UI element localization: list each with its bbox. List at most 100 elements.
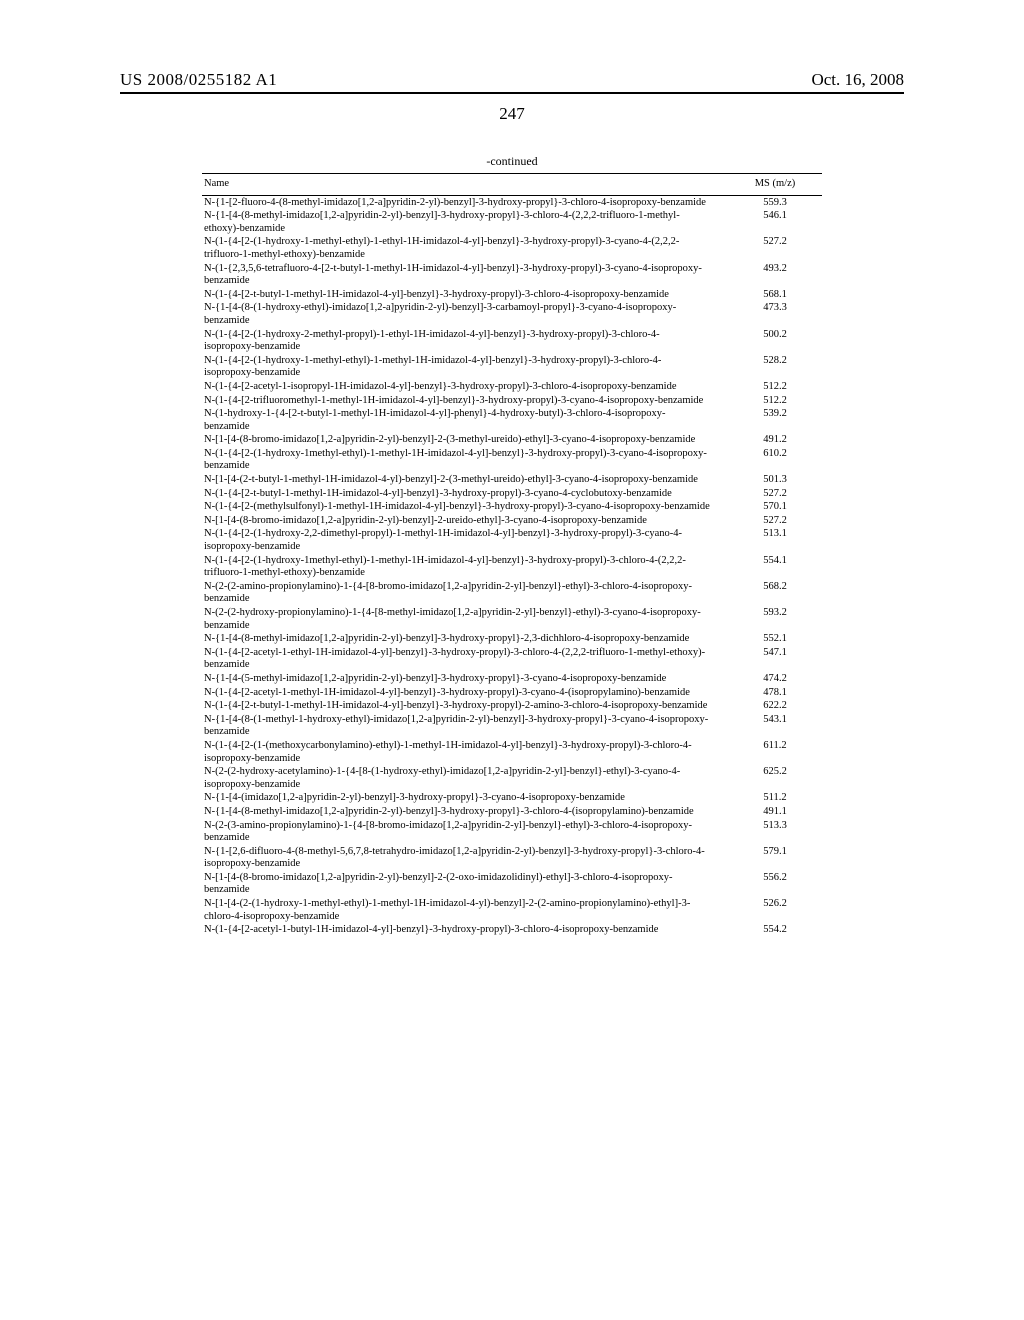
continued-label: -continued xyxy=(120,154,904,169)
compound-table: Name MS (m/z) N-{1-[2-fluoro-4-(8-methyl… xyxy=(202,173,822,937)
table-row: N-[1-[4-(2-t-butyl-1-methyl-1H-imidazol-… xyxy=(202,473,822,487)
compound-name: N-(1-{4-[2-acetyl-1-ethyl-1H-imidazol-4-… xyxy=(202,646,728,672)
compound-name: N-(1-{4-[2-t-butyl-1-methyl-1H-imidazol-… xyxy=(202,487,728,501)
ms-mz-value: 491.2 xyxy=(728,433,822,447)
table-row: N-(1-{4-[2-(1-hydroxy-1methyl-ethyl)-1-m… xyxy=(202,447,822,473)
publication-date: Oct. 16, 2008 xyxy=(811,70,904,90)
table-row: N-(2-(2-amino-propionylamino)-1-{4-[8-br… xyxy=(202,580,822,606)
table-row: N-{1-[4-(8-(1-methyl-1-hydroxy-ethyl)-im… xyxy=(202,713,822,739)
table-row: N-{1-[4-(5-methyl-imidazo[1,2-a]pyridin-… xyxy=(202,672,822,686)
ms-mz-value: 493.2 xyxy=(728,262,822,288)
ms-mz-value: 511.2 xyxy=(728,791,822,805)
compound-name: N-{1-[4-(8-(1-methyl-1-hydroxy-ethyl)-im… xyxy=(202,713,728,739)
ms-mz-value: 528.2 xyxy=(728,354,822,380)
table-row: N-(1-{4-[2-acetyl-1-methyl-1H-imidazol-4… xyxy=(202,686,822,700)
compound-name: N-{1-[4-(8-methyl-imidazo[1,2-a]pyridin-… xyxy=(202,632,728,646)
compound-name: N-(1-{4-[2-(1-hydroxy-2-methyl-propyl)-1… xyxy=(202,328,728,354)
ms-mz-value: 543.1 xyxy=(728,713,822,739)
ms-mz-value: 512.2 xyxy=(728,380,822,394)
table-row: N-(1-{4-[2-(1-hydroxy-2-methyl-propyl)-1… xyxy=(202,328,822,354)
compound-name: N-(1-hydroxy-1-{4-[2-t-butyl-1-methyl-1H… xyxy=(202,407,728,433)
page-number: 247 xyxy=(120,104,904,124)
ms-mz-value: 539.2 xyxy=(728,407,822,433)
table-row: N-{1-[2-fluoro-4-(8-methyl-imidazo[1,2-a… xyxy=(202,195,822,209)
compound-name: N-{1-[4-(8-(1-hydroxy-ethyl)-imidazo[1,2… xyxy=(202,301,728,327)
compound-name: N-(1-{4-[2-(methylsulfonyl)-1-methyl-1H-… xyxy=(202,500,728,514)
table-row: N-(1-{4-[2-acetyl-1-butyl-1H-imidazol-4-… xyxy=(202,923,822,937)
column-header-name: Name xyxy=(202,174,728,196)
compound-name: N-(1-{4-[2-(1-(methoxycarbonylamino)-eth… xyxy=(202,739,728,765)
table-row: N-[1-[4-(8-bromo-imidazo[1,2-a]pyridin-2… xyxy=(202,433,822,447)
ms-mz-value: 554.1 xyxy=(728,554,822,580)
ms-mz-value: 625.2 xyxy=(728,765,822,791)
ms-mz-value: 559.3 xyxy=(728,195,822,209)
table-row: N-{1-[4-(8-methyl-imidazo[1,2-a]pyridin-… xyxy=(202,209,822,235)
table-row: N-(1-{2,3,5,6-tetrafluoro-4-[2-t-butyl-1… xyxy=(202,262,822,288)
ms-mz-value: 568.1 xyxy=(728,288,822,302)
compound-name: N-(1-{4-[2-t-butyl-1-methyl-1H-imidazol-… xyxy=(202,699,728,713)
compound-name: N-[1-[4-(2-t-butyl-1-methyl-1H-imidazol-… xyxy=(202,473,728,487)
ms-mz-value: 527.2 xyxy=(728,514,822,528)
ms-mz-value: 579.1 xyxy=(728,845,822,871)
compound-name: N-(1-{4-[2-(1-hydroxy-2,2-dimethyl-propy… xyxy=(202,527,728,553)
ms-mz-value: 513.1 xyxy=(728,527,822,553)
compound-name: N-{1-[4-(8-methyl-imidazo[1,2-a]pyridin-… xyxy=(202,805,728,819)
publication-number: US 2008/0255182 A1 xyxy=(120,70,277,90)
compound-name: N-(1-{4-[2-t-butyl-1-methyl-1H-imidazol-… xyxy=(202,288,728,302)
compound-name: N-(1-{4-[2-(1-hydroxy-1methyl-ethyl)-1-m… xyxy=(202,554,728,580)
table-row: N-[1-[4-(2-(1-hydroxy-1-methyl-ethyl)-1-… xyxy=(202,897,822,923)
table-row: N-(1-{4-[2-(methylsulfonyl)-1-methyl-1H-… xyxy=(202,500,822,514)
table-row: N-{1-[4-(8-methyl-imidazo[1,2-a]pyridin-… xyxy=(202,632,822,646)
table-row: N-(2-(2-hydroxy-propionylamino)-1-{4-[8-… xyxy=(202,606,822,632)
table-row: N-[1-[4-(8-bromo-imidazo[1,2-a]pyridin-2… xyxy=(202,514,822,528)
table-row: N-{1-[4-(8-(1-hydroxy-ethyl)-imidazo[1,2… xyxy=(202,301,822,327)
ms-mz-value: 611.2 xyxy=(728,739,822,765)
table-row: N-(1-{4-[2-acetyl-1-ethyl-1H-imidazol-4-… xyxy=(202,646,822,672)
table-row: N-(1-{4-[2-(1-hydroxy-1-methyl-ethyl)-1-… xyxy=(202,235,822,261)
compound-name: N-(1-{4-[2-acetyl-1-methyl-1H-imidazol-4… xyxy=(202,686,728,700)
ms-mz-value: 501.3 xyxy=(728,473,822,487)
table-row: N-[1-[4-(8-bromo-imidazo[1,2-a]pyridin-2… xyxy=(202,871,822,897)
ms-mz-value: 556.2 xyxy=(728,871,822,897)
compound-name: N-(2-(2-hydroxy-propionylamino)-1-{4-[8-… xyxy=(202,606,728,632)
ms-mz-value: 547.1 xyxy=(728,646,822,672)
ms-mz-value: 473.3 xyxy=(728,301,822,327)
ms-mz-value: 593.2 xyxy=(728,606,822,632)
compound-name: N-{1-[2-fluoro-4-(8-methyl-imidazo[1,2-a… xyxy=(202,195,728,209)
table-row: N-{1-[4-(8-methyl-imidazo[1,2-a]pyridin-… xyxy=(202,805,822,819)
ms-mz-value: 491.1 xyxy=(728,805,822,819)
ms-mz-value: 570.1 xyxy=(728,500,822,514)
ms-mz-value: 554.2 xyxy=(728,923,822,937)
table-row: N-(1-{4-[2-(1-(methoxycarbonylamino)-eth… xyxy=(202,739,822,765)
table-row: N-(1-{4-[2-trifluoromethyl-1-methyl-1H-i… xyxy=(202,394,822,408)
ms-mz-value: 512.2 xyxy=(728,394,822,408)
table-row: N-(1-{4-[2-t-butyl-1-methyl-1H-imidazol-… xyxy=(202,487,822,501)
compound-name: N-[1-[4-(2-(1-hydroxy-1-methyl-ethyl)-1-… xyxy=(202,897,728,923)
ms-mz-value: 474.2 xyxy=(728,672,822,686)
compound-name: N-{1-[4-(8-methyl-imidazo[1,2-a]pyridin-… xyxy=(202,209,728,235)
compound-name: N-(1-{4-[2-acetyl-1-butyl-1H-imidazol-4-… xyxy=(202,923,728,937)
ms-mz-value: 513.3 xyxy=(728,819,822,845)
table-row: N-(1-{4-[2-(1-hydroxy-1-methyl-ethyl)-1-… xyxy=(202,354,822,380)
table-row: N-{1-[2,6-difluoro-4-(8-methyl-5,6,7,8-t… xyxy=(202,845,822,871)
table-row: N-{1-[4-(imidazo[1,2-a]pyridin-2-yl)-ben… xyxy=(202,791,822,805)
table-row: N-(1-{4-[2-t-butyl-1-methyl-1H-imidazol-… xyxy=(202,288,822,302)
compound-name: N-(1-{4-[2-trifluoromethyl-1-methyl-1H-i… xyxy=(202,394,728,408)
compound-name: N-(1-{2,3,5,6-tetrafluoro-4-[2-t-butyl-1… xyxy=(202,262,728,288)
compound-name: N-(1-{4-[2-acetyl-1-isopropyl-1H-imidazo… xyxy=(202,380,728,394)
ms-mz-value: 568.2 xyxy=(728,580,822,606)
compound-name: N-(2-(2-hydroxy-acetylamino)-1-{4-[8-(1-… xyxy=(202,765,728,791)
ms-mz-value: 622.2 xyxy=(728,699,822,713)
ms-mz-value: 500.2 xyxy=(728,328,822,354)
ms-mz-value: 610.2 xyxy=(728,447,822,473)
ms-mz-value: 478.1 xyxy=(728,686,822,700)
column-header-mz: MS (m/z) xyxy=(728,174,822,196)
page-header: US 2008/0255182 A1 Oct. 16, 2008 xyxy=(120,70,904,94)
table-row: N-(1-{4-[2-(1-hydroxy-1methyl-ethyl)-1-m… xyxy=(202,554,822,580)
compound-name: N-(1-{4-[2-(1-hydroxy-1-methyl-ethyl)-1-… xyxy=(202,354,728,380)
table-row: N-(2-(2-hydroxy-acetylamino)-1-{4-[8-(1-… xyxy=(202,765,822,791)
compound-name: N-{1-[4-(imidazo[1,2-a]pyridin-2-yl)-ben… xyxy=(202,791,728,805)
compound-name: N-{1-[4-(5-methyl-imidazo[1,2-a]pyridin-… xyxy=(202,672,728,686)
compound-name: N-[1-[4-(8-bromo-imidazo[1,2-a]pyridin-2… xyxy=(202,871,728,897)
compound-name: N-(2-(2-amino-propionylamino)-1-{4-[8-br… xyxy=(202,580,728,606)
